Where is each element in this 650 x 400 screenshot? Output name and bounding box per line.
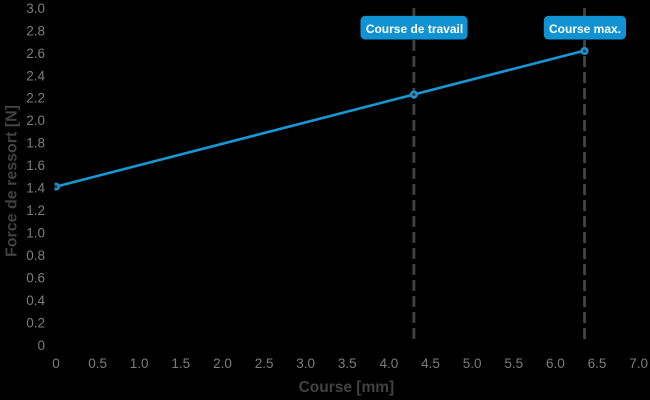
- svg-text:2.4: 2.4: [26, 68, 45, 83]
- svg-text:0: 0: [37, 338, 45, 353]
- svg-text:4.0: 4.0: [380, 356, 399, 371]
- svg-text:6.0: 6.0: [546, 356, 565, 371]
- svg-text:0.6: 0.6: [26, 271, 45, 286]
- svg-text:1.5: 1.5: [171, 356, 190, 371]
- svg-text:0.4: 0.4: [26, 293, 45, 308]
- svg-text:0: 0: [52, 356, 60, 371]
- svg-text:Force de ressort [N]: Force de ressort [N]: [3, 105, 20, 257]
- svg-text:1.4: 1.4: [26, 181, 45, 196]
- svg-text:1.2: 1.2: [26, 203, 45, 218]
- svg-text:Course [mm]: Course [mm]: [299, 379, 395, 396]
- svg-text:3.5: 3.5: [338, 356, 357, 371]
- svg-text:6.5: 6.5: [588, 356, 607, 371]
- svg-text:2.8: 2.8: [26, 23, 45, 38]
- svg-text:0.8: 0.8: [26, 248, 45, 263]
- svg-text:7.0: 7.0: [629, 356, 648, 371]
- svg-text:2.2: 2.2: [26, 91, 45, 106]
- svg-text:2.0: 2.0: [26, 113, 45, 128]
- svg-text:1.6: 1.6: [26, 158, 45, 173]
- svg-text:5.5: 5.5: [504, 356, 523, 371]
- svg-text:1.0: 1.0: [130, 356, 149, 371]
- svg-text:1.0: 1.0: [26, 226, 45, 241]
- svg-text:3.0: 3.0: [26, 1, 45, 16]
- svg-text:0.2: 0.2: [26, 316, 45, 331]
- svg-text:3.0: 3.0: [296, 356, 315, 371]
- svg-text:2.0: 2.0: [213, 356, 232, 371]
- svg-text:5.0: 5.0: [463, 356, 482, 371]
- svg-text:Course max.: Course max.: [549, 22, 621, 36]
- svg-text:4.5: 4.5: [421, 356, 440, 371]
- svg-text:2.6: 2.6: [26, 46, 45, 61]
- svg-text:0.5: 0.5: [88, 356, 107, 371]
- svg-text:2.5: 2.5: [255, 356, 274, 371]
- svg-text:1.8: 1.8: [26, 136, 45, 151]
- svg-text:Course de travail: Course de travail: [366, 22, 463, 36]
